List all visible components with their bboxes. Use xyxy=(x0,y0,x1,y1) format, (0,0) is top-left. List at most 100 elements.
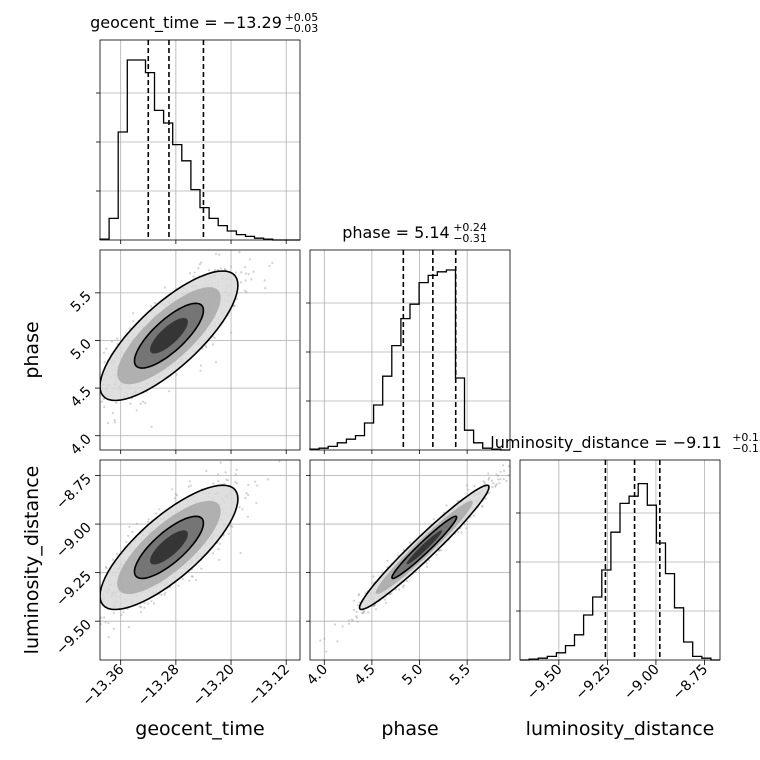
title-upper-error: +0.24 xyxy=(453,221,487,234)
sample-point xyxy=(73,619,75,621)
sample-point xyxy=(110,340,113,343)
sample-point xyxy=(240,281,243,284)
sample-point xyxy=(163,286,166,289)
sample-point xyxy=(96,392,98,394)
sample-point xyxy=(138,605,141,608)
sample-point xyxy=(223,482,226,485)
sample-point xyxy=(499,478,502,481)
sample-point xyxy=(107,622,110,625)
sample-point xyxy=(235,468,238,471)
sample-point xyxy=(390,592,393,595)
sample-point xyxy=(494,484,497,487)
y-tick-label: 4.0 xyxy=(68,431,95,458)
sample-point xyxy=(92,593,94,595)
sample-point xyxy=(105,347,108,350)
sample-point xyxy=(102,397,105,400)
sample-point xyxy=(383,598,387,601)
y-axis-label: luminosity_distance xyxy=(21,466,43,655)
sample-point xyxy=(215,252,218,255)
sample-point xyxy=(76,614,78,616)
y-tick-label: 4.5 xyxy=(68,384,95,411)
sample-point xyxy=(115,401,118,404)
sample-point xyxy=(132,312,135,315)
sample-point xyxy=(83,416,85,418)
sample-point xyxy=(112,611,115,614)
y-tick-label: 5.0 xyxy=(68,336,95,363)
sample-point xyxy=(229,524,232,527)
sample-point xyxy=(264,287,267,290)
sample-point xyxy=(438,549,441,552)
sample-point xyxy=(325,650,328,653)
contour-line xyxy=(133,515,205,580)
sample-point xyxy=(502,464,505,467)
sample-point xyxy=(497,474,500,478)
sample-point xyxy=(244,497,247,500)
density-level xyxy=(150,317,188,354)
sample-point xyxy=(112,627,115,630)
sample-point xyxy=(241,508,244,511)
sample-point xyxy=(113,421,117,424)
sample-point xyxy=(111,412,114,415)
sample-point xyxy=(507,474,510,477)
sample-point xyxy=(200,567,203,570)
sample-point xyxy=(175,494,178,497)
sample-point xyxy=(199,364,202,367)
sample-point xyxy=(86,382,88,384)
sample-point xyxy=(218,558,221,561)
sample-point xyxy=(244,279,247,282)
sample-point xyxy=(135,522,138,525)
sample-point xyxy=(98,606,100,608)
sample-point xyxy=(219,267,222,270)
sample-point xyxy=(240,271,243,274)
sample-point xyxy=(29,427,31,429)
contour-line xyxy=(358,484,490,611)
sample-point xyxy=(188,480,191,483)
sample-point xyxy=(146,520,150,523)
sample-point xyxy=(105,567,108,570)
title-upper-error: +0.05 xyxy=(285,11,319,24)
sample-point xyxy=(226,479,230,482)
sample-point xyxy=(233,304,236,307)
sample-point xyxy=(139,606,143,609)
sample-point xyxy=(507,465,510,468)
sample-point xyxy=(96,396,98,398)
sample-point xyxy=(384,601,387,604)
sample-point xyxy=(245,492,248,495)
title-lower-error: −0.03 xyxy=(285,22,319,35)
sample-point xyxy=(115,552,118,555)
sample-point xyxy=(140,611,143,614)
sample-point xyxy=(355,610,358,613)
x-tick-label: −13.28 xyxy=(135,662,183,710)
x-tick-label: −9.00 xyxy=(621,662,663,704)
panel-title: luminosity_distance = −9.11 xyxy=(490,433,721,453)
sample-point xyxy=(398,588,401,591)
sample-point xyxy=(100,400,103,403)
sample-point xyxy=(97,408,99,410)
sample-point xyxy=(323,637,326,640)
sample-point xyxy=(83,376,85,378)
sample-point xyxy=(425,562,428,565)
sample-point xyxy=(239,552,242,555)
sample-point xyxy=(234,271,237,274)
sample-point xyxy=(356,616,359,619)
sample-point xyxy=(213,336,216,339)
sample-point xyxy=(122,611,125,614)
sample-point xyxy=(223,268,227,271)
histogram-step xyxy=(99,59,300,241)
sample-point xyxy=(505,479,508,482)
x-tick-label: −13.36 xyxy=(80,661,128,709)
sample-point xyxy=(90,612,92,614)
density-level xyxy=(150,530,188,565)
sample-point xyxy=(128,525,131,528)
sample-point xyxy=(457,531,460,534)
sample-point xyxy=(127,626,130,629)
sample-point xyxy=(212,343,215,346)
sample-point xyxy=(205,469,208,472)
sample-point xyxy=(93,599,95,601)
title-lower-error: −0.31 xyxy=(453,232,487,245)
sample-point xyxy=(374,608,378,611)
sample-point xyxy=(234,480,237,483)
x-tick-label: −13.20 xyxy=(190,662,238,710)
sample-point xyxy=(198,263,201,266)
